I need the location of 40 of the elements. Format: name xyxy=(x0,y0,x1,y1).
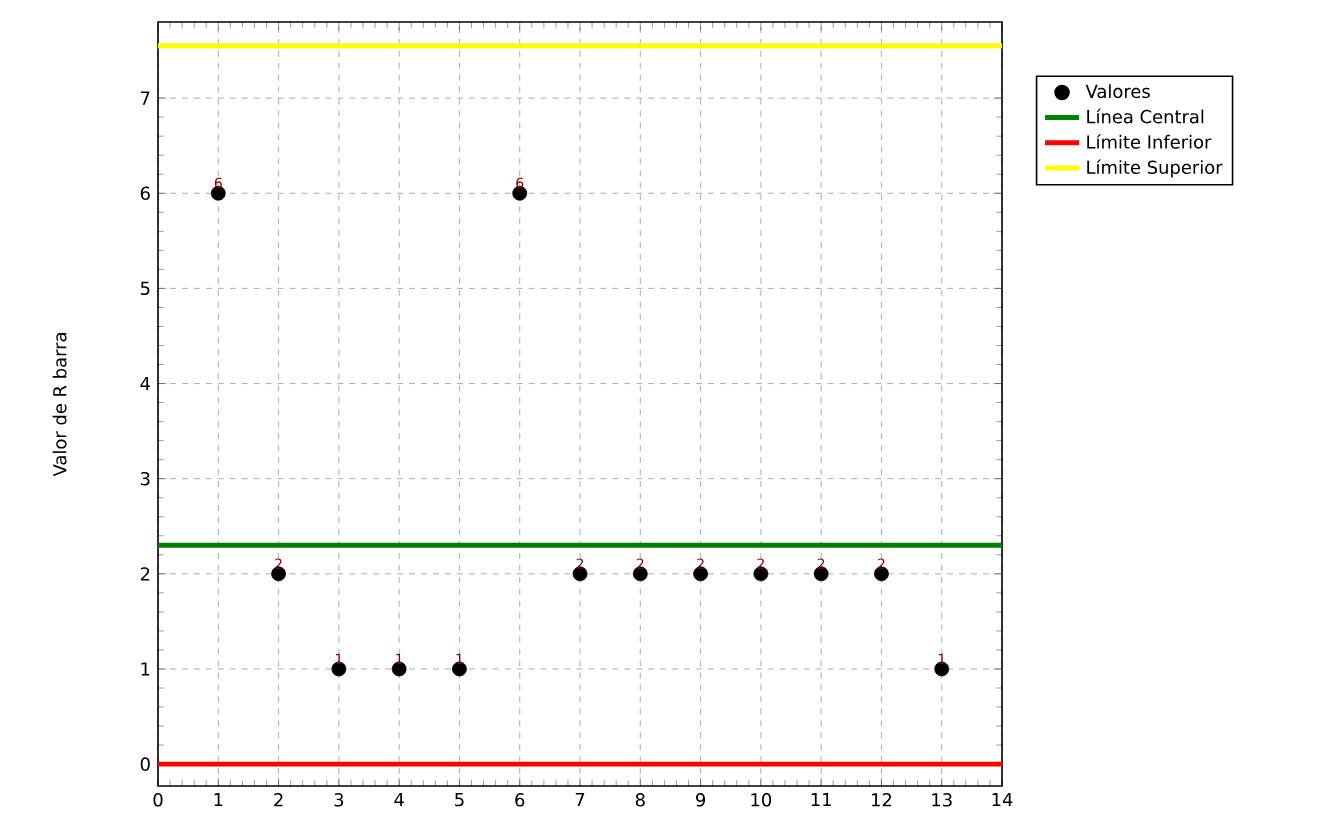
x-tick-label: 9 xyxy=(696,793,706,807)
point xyxy=(813,566,829,582)
point xyxy=(331,661,347,677)
y-tick-label: 0 xyxy=(140,757,150,771)
legend-label: Límite Inferior xyxy=(1087,134,1212,149)
legend-label: Límite Superior xyxy=(1087,159,1223,178)
x-tick-label: 2 xyxy=(274,793,283,807)
point xyxy=(271,566,286,582)
x-tick-label: 3 xyxy=(334,793,344,807)
x-tick-label: 4 xyxy=(394,793,404,807)
y-tick-label: 7 xyxy=(141,91,150,105)
x-tick-label: 8 xyxy=(635,793,645,807)
point xyxy=(874,566,889,582)
y-tick-label: 1 xyxy=(141,662,150,676)
x-tick-label: 0 xyxy=(153,793,163,807)
y-tick-label: 4 xyxy=(140,377,150,391)
point xyxy=(391,661,407,677)
legend-label: Línea Central xyxy=(1087,108,1204,124)
y-tick-label: 6 xyxy=(140,186,150,201)
y-tick-label: 3 xyxy=(140,471,150,486)
x-tick-label: 12 xyxy=(872,793,892,807)
point xyxy=(753,566,769,582)
x-tick-label: 1 xyxy=(214,793,223,807)
y-tick-label: 2 xyxy=(140,567,150,581)
x-tick-label: 14 xyxy=(992,793,1013,807)
x-tick-label: 6 xyxy=(515,793,525,807)
x-tick-label: 10 xyxy=(751,793,772,807)
point xyxy=(572,566,588,582)
legend-label: Valores xyxy=(1085,84,1150,99)
point xyxy=(934,661,950,677)
x-tick-label: 5 xyxy=(455,793,464,807)
x-tick-label: 7 xyxy=(575,793,585,807)
point xyxy=(632,566,648,582)
point xyxy=(452,661,467,677)
point xyxy=(512,185,528,201)
y-axis-title: Valor de R barra xyxy=(52,333,67,477)
x-tick-label: 11 xyxy=(811,793,831,807)
point xyxy=(693,566,708,582)
x-tick-label: 13 xyxy=(932,793,952,807)
y-tick-label: 5 xyxy=(140,281,150,296)
